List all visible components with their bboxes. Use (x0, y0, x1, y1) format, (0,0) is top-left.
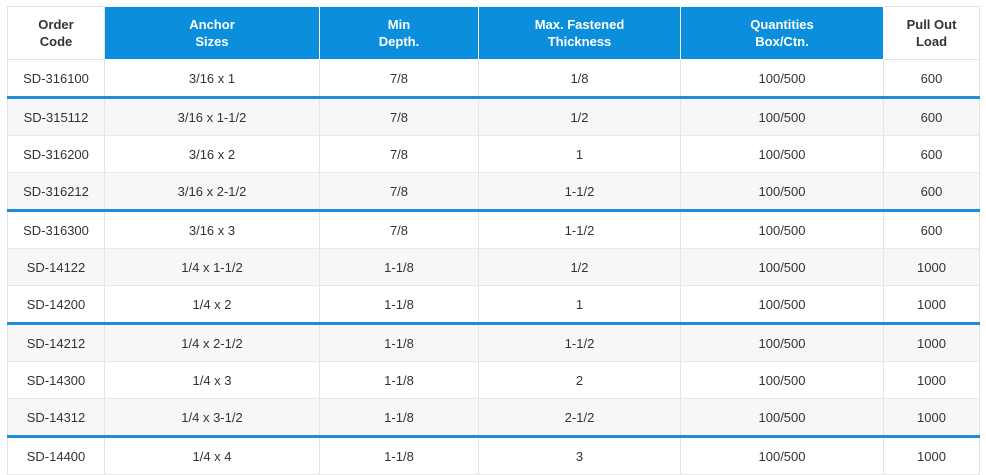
cell-order-code: SD-14300 (7, 361, 105, 399)
cell-quantities: 100/500 (680, 209, 884, 249)
table-row: SD-14122 1/4 x 1-1/2 1-1/8 1/2 100/500 1… (7, 248, 980, 286)
cell-anchor-size: 3/16 x 3 (104, 209, 320, 249)
table-row: SD-14400 1/4 x 4 1-1/8 3 100/500 1000 (7, 435, 980, 475)
header-pull-out-line2: Load (915, 34, 948, 49)
cell-pull-out-load: 1000 (883, 322, 980, 362)
cell-quantities: 100/500 (680, 398, 884, 437)
table-row: SD-14212 1/4 x 2-1/2 1-1/8 1-1/2 100/500… (7, 322, 980, 362)
cell-pull-out-load: 1000 (883, 398, 980, 437)
table-row: SD-14312 1/4 x 3-1/2 1-1/8 2-1/2 100/500… (7, 398, 980, 437)
cell-order-code: SD-14400 (7, 435, 105, 475)
header-min-depth-line2: Depth. (378, 34, 420, 49)
table-header: Order Code Anchor Sizes Min Depth. Max. … (7, 6, 980, 60)
cell-order-code: SD-14212 (7, 322, 105, 362)
cell-anchor-size: 3/16 x 2 (104, 135, 320, 173)
cell-min-depth: 1-1/8 (319, 322, 479, 362)
cell-quantities: 100/500 (680, 285, 884, 324)
cell-anchor-size: 1/4 x 2 (104, 285, 320, 324)
table-row: SD-14300 1/4 x 3 1-1/8 2 100/500 1000 (7, 361, 980, 399)
header-min-depth-line1: Min (387, 17, 411, 32)
cell-quantities: 100/500 (680, 96, 884, 136)
header-pull-out-load: Pull Out Load (883, 6, 980, 60)
cell-min-depth: 7/8 (319, 209, 479, 249)
cell-order-code: SD-316200 (7, 135, 105, 173)
table-row: SD-316100 3/16 x 1 7/8 1/8 100/500 600 (7, 59, 980, 98)
cell-min-depth: 1-1/8 (319, 361, 479, 399)
header-anchor-sizes: Anchor Sizes (104, 6, 320, 60)
header-max-fastened-line1: Max. Fastened (534, 17, 625, 32)
cell-anchor-size: 3/16 x 1-1/2 (104, 96, 320, 136)
table-row: SD-315112 3/16 x 1-1/2 7/8 1/2 100/500 6… (7, 96, 980, 136)
cell-pull-out-load: 600 (883, 135, 980, 173)
cell-max-thickness: 2 (478, 361, 681, 399)
header-max-fastened-line2: Thickness (547, 34, 612, 49)
header-min-depth: Min Depth. (319, 6, 479, 60)
cell-min-depth: 1-1/8 (319, 248, 479, 286)
header-quantities: Quantities Box/Ctn. (680, 6, 884, 60)
header-order-code: Order Code (7, 6, 105, 60)
cell-quantities: 100/500 (680, 361, 884, 399)
cell-order-code: SD-14200 (7, 285, 105, 324)
cell-max-thickness: 1 (478, 135, 681, 173)
header-order-code-line1: Order (38, 17, 74, 32)
cell-pull-out-load: 1000 (883, 248, 980, 286)
cell-order-code: SD-315112 (7, 96, 105, 136)
cell-anchor-size: 3/16 x 1 (104, 59, 320, 98)
cell-min-depth: 7/8 (319, 59, 479, 98)
cell-min-depth: 7/8 (319, 135, 479, 173)
cell-max-thickness: 1-1/2 (478, 209, 681, 249)
cell-max-thickness: 1/2 (478, 96, 681, 136)
cell-pull-out-load: 600 (883, 172, 980, 211)
anchor-spec-table: Order Code Anchor Sizes Min Depth. Max. … (7, 6, 980, 475)
cell-anchor-size: 1/4 x 3-1/2 (104, 398, 320, 437)
header-quantities-line1: Quantities (750, 17, 814, 32)
header-anchor-sizes-line2: Sizes (195, 34, 229, 49)
cell-pull-out-load: 1000 (883, 285, 980, 324)
table-row: SD-316212 3/16 x 2-1/2 7/8 1-1/2 100/500… (7, 172, 980, 211)
cell-min-depth: 1-1/8 (319, 398, 479, 437)
cell-min-depth: 7/8 (319, 96, 479, 136)
cell-max-thickness: 1-1/2 (478, 322, 681, 362)
cell-anchor-size: 1/4 x 1-1/2 (104, 248, 320, 286)
cell-quantities: 100/500 (680, 172, 884, 211)
cell-order-code: SD-316212 (7, 172, 105, 211)
cell-max-thickness: 1/2 (478, 248, 681, 286)
header-anchor-sizes-line1: Anchor (189, 17, 235, 32)
cell-quantities: 100/500 (680, 248, 884, 286)
cell-max-thickness: 1/8 (478, 59, 681, 98)
table-row: SD-316300 3/16 x 3 7/8 1-1/2 100/500 600 (7, 209, 980, 249)
cell-pull-out-load: 600 (883, 96, 980, 136)
cell-order-code: SD-14312 (7, 398, 105, 437)
table-row: SD-316200 3/16 x 2 7/8 1 100/500 600 (7, 135, 980, 173)
cell-pull-out-load: 1000 (883, 435, 980, 475)
header-pull-out-line1: Pull Out (906, 17, 957, 32)
cell-pull-out-load: 1000 (883, 361, 980, 399)
cell-order-code: SD-316100 (7, 59, 105, 98)
cell-pull-out-load: 600 (883, 209, 980, 249)
cell-anchor-size: 1/4 x 4 (104, 435, 320, 475)
cell-quantities: 100/500 (680, 322, 884, 362)
cell-order-code: SD-316300 (7, 209, 105, 249)
header-max-fastened-thickness: Max. Fastened Thickness (478, 6, 681, 60)
cell-anchor-size: 1/4 x 3 (104, 361, 320, 399)
cell-max-thickness: 1 (478, 285, 681, 324)
header-row: Order Code Anchor Sizes Min Depth. Max. … (7, 6, 980, 60)
table-body: SD-316100 3/16 x 1 7/8 1/8 100/500 600 S… (7, 59, 980, 475)
table-row: SD-14200 1/4 x 2 1-1/8 1 100/500 1000 (7, 285, 980, 324)
product-table-container: Order Code Anchor Sizes Min Depth. Max. … (7, 6, 980, 475)
cell-order-code: SD-14122 (7, 248, 105, 286)
cell-max-thickness: 2-1/2 (478, 398, 681, 437)
cell-pull-out-load: 600 (883, 59, 980, 98)
cell-quantities: 100/500 (680, 59, 884, 98)
cell-max-thickness: 1-1/2 (478, 172, 681, 211)
header-quantities-line2: Box/Ctn. (755, 34, 809, 49)
cell-anchor-size: 1/4 x 2-1/2 (104, 322, 320, 362)
cell-quantities: 100/500 (680, 135, 884, 173)
cell-min-depth: 7/8 (319, 172, 479, 211)
cell-min-depth: 1-1/8 (319, 285, 479, 324)
cell-anchor-size: 3/16 x 2-1/2 (104, 172, 320, 211)
header-order-code-line2: Code (39, 34, 73, 49)
cell-max-thickness: 3 (478, 435, 681, 475)
cell-quantities: 100/500 (680, 435, 884, 475)
